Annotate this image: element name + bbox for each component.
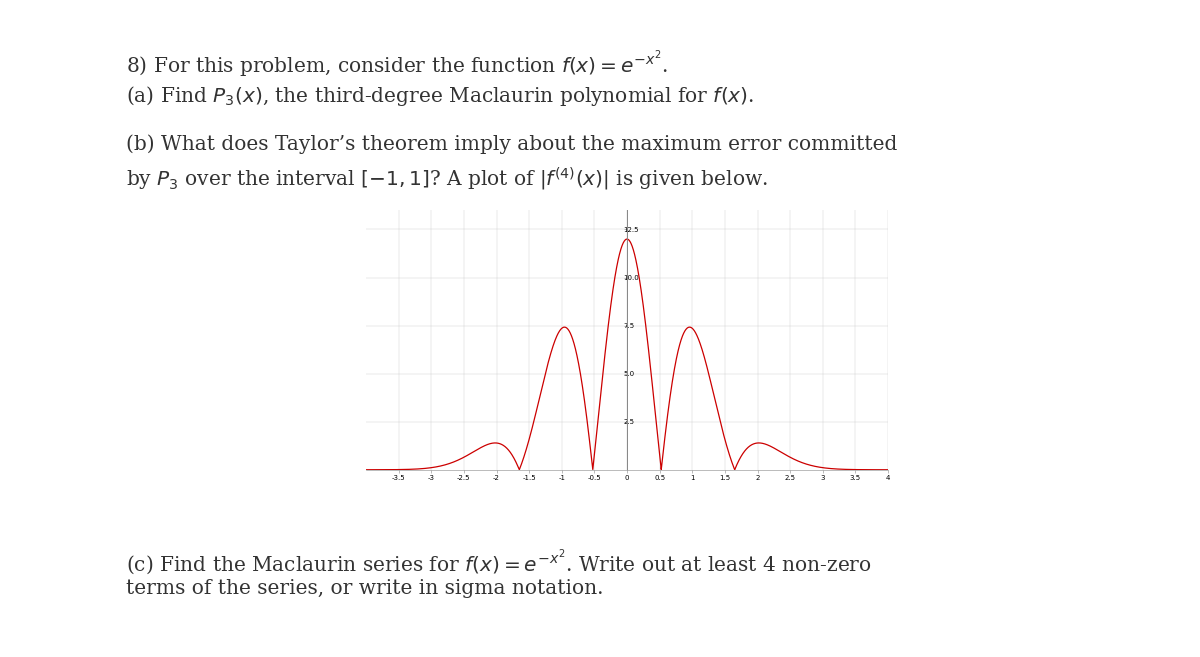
- Text: 8) For this problem, consider the function $f(x) = e^{-x^2}$.: 8) For this problem, consider the functi…: [126, 49, 668, 79]
- Text: by $P_3$ over the interval $[-1, 1]$? A plot of $|f^{(4)}(x)|$ is given below.: by $P_3$ over the interval $[-1, 1]$? A …: [126, 166, 768, 193]
- Text: (c) Find the Maclaurin series for $f(x) = e^{-x^2}$. Write out at least 4 non-ze: (c) Find the Maclaurin series for $f(x) …: [126, 549, 871, 578]
- Text: (b) What does Taylor’s theorem imply about the maximum error committed: (b) What does Taylor’s theorem imply abo…: [126, 135, 898, 154]
- Text: (a) Find $P_3(x)$, the third-degree Maclaurin polynomial for $f(x)$.: (a) Find $P_3(x)$, the third-degree Macl…: [126, 84, 754, 108]
- Text: terms of the series, or write in sigma notation.: terms of the series, or write in sigma n…: [126, 579, 604, 599]
